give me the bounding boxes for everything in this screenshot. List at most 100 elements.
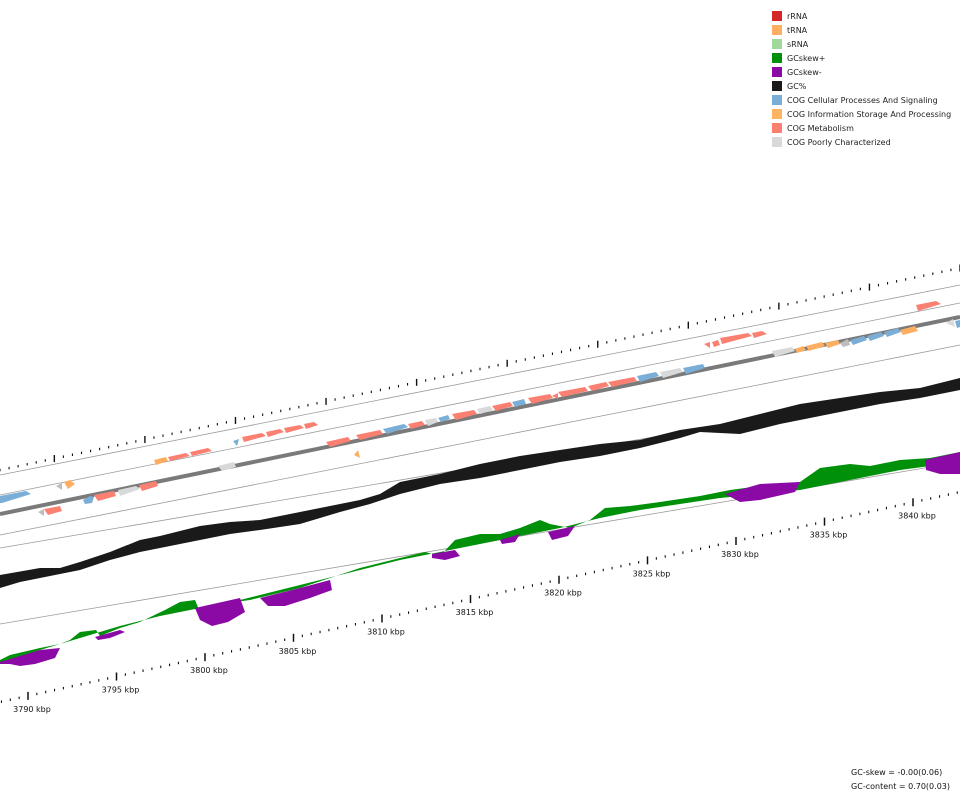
gene-poorly-characterized	[840, 339, 850, 347]
gene-cog-metabolism	[326, 437, 351, 447]
gene-cog-metabolism	[190, 448, 212, 456]
reverse-strand-genes	[0, 319, 960, 516]
gc-skew-positive	[0, 452, 960, 664]
legend-label: GC%	[787, 81, 807, 91]
legend-swatch	[772, 67, 782, 77]
outer-tick-scale	[0, 264, 960, 472]
legend-label: COG Information Storage And Processing	[787, 109, 952, 119]
gene-cog-cellular	[884, 328, 901, 337]
kbp-tick-label: 3820 kbp	[544, 589, 582, 598]
gene-cog-metabolism	[588, 382, 609, 391]
legend-item-gcskew-negative: GCskew-	[772, 65, 951, 79]
gene-cog-metabolism	[558, 387, 588, 397]
gene-trna	[154, 457, 168, 465]
gene-cog-cellular	[850, 336, 867, 345]
legend-swatch	[772, 11, 782, 21]
gene-cog-metabolism	[44, 506, 62, 515]
legend-label: COG Metabolism	[787, 123, 854, 133]
gene-poorly-characterized	[118, 486, 140, 496]
forward-strand-genes	[56, 301, 941, 490]
gene-poorly-characterized	[477, 406, 493, 414]
gene-cog-metabolism	[242, 433, 266, 442]
kbp-tick-label: 3830 kbp	[721, 550, 759, 559]
kbp-tick-label: 3795 kbp	[102, 686, 140, 695]
gene-cog-cellular	[512, 399, 526, 407]
gene-poorly-characterized	[218, 462, 236, 471]
gene-trna	[795, 346, 806, 353]
kbp-tick-labels: 3790 kbp 3795 kbp 3800 kbp 3805 kbp 3810 kbp…	[13, 511, 936, 714]
gene-cog-metabolism	[528, 394, 553, 404]
legend-swatch	[772, 109, 782, 119]
legend-swatch	[772, 25, 782, 35]
gene-cog-metabolism	[492, 402, 513, 411]
legend-label: COG Cellular Processes And Signaling	[787, 95, 938, 105]
gene-cog-metabolism	[916, 301, 941, 311]
legend-swatch	[772, 137, 782, 147]
gene-cog-metabolism	[720, 333, 752, 344]
kbp-tick-scale	[0, 491, 958, 703]
gene-poorly-characterized	[946, 319, 955, 327]
kbp-tick-label: 3810 kbp	[367, 627, 405, 636]
guide-line-feature-bottom	[0, 344, 960, 536]
legend-swatch	[772, 123, 782, 133]
legend-item-srna: sRNA	[772, 37, 951, 51]
gc-skew-stat: GC-skew = -0.00(0.06)	[851, 768, 943, 777]
gene-cog-metabolism	[168, 453, 190, 461]
legend-label: rRNA	[787, 11, 808, 21]
gene-cog-metabolism	[94, 491, 116, 501]
kbp-tick-label: 3815 kbp	[456, 608, 494, 617]
legend-item-rrna: rRNA	[772, 9, 951, 23]
legend-item-gc-percent: GC%	[772, 79, 951, 93]
gene-cog-cellular	[0, 491, 31, 503]
legend-label: tRNA	[787, 25, 808, 35]
legend-label: sRNA	[787, 39, 809, 49]
legend-swatch	[772, 39, 782, 49]
gene-cog-cellular	[438, 415, 450, 422]
legend-item-cog-information: COG Information Storage And Processing	[772, 107, 951, 121]
gene-cog-cellular	[637, 372, 659, 382]
gene-poorly-characterized	[772, 347, 795, 357]
gene-cog-metabolism	[139, 481, 158, 491]
kbp-tick-label: 3800 kbp	[190, 666, 228, 675]
gene-cog-cellular	[83, 496, 94, 504]
kbp-tick-label: 3825 kbp	[633, 569, 671, 578]
kbp-tick-label: 3790 kbp	[13, 705, 51, 714]
legend-swatch	[772, 81, 782, 91]
guide-line-outer	[0, 284, 960, 476]
gene-trna	[64, 480, 75, 489]
gene-trna	[806, 342, 825, 351]
gc-content-stat: GC-content = 0.70(0.03)	[851, 782, 950, 791]
gene-cog-metabolism	[452, 410, 477, 420]
gene-cog-cellular	[955, 320, 960, 328]
gene-cog-cellular	[383, 424, 408, 434]
gene-trna	[900, 326, 918, 335]
gene-poorly-characterized	[660, 368, 683, 378]
legend: rRNA tRNA sRNA GCskew+ GCskew- GC% COG C…	[772, 9, 951, 149]
gene-cog-metabolism	[752, 331, 767, 338]
legend-item-cog-poorly: COG Poorly Characterized	[772, 135, 951, 149]
kbp-tick-label: 3835 kbp	[810, 531, 848, 540]
legend-item-cog-metabolism: COG Metabolism	[772, 121, 951, 135]
legend-label: COG Poorly Characterized	[787, 137, 891, 147]
kbp-tick-label: 3840 kbp	[898, 511, 936, 520]
gene-cog-metabolism	[408, 421, 425, 429]
gene-cog-metabolism	[356, 430, 383, 440]
gene-poorly-characterized	[425, 418, 438, 426]
gene-cog-metabolism	[284, 425, 304, 433]
gene-trna	[354, 450, 360, 458]
gene-cog-cellular	[233, 439, 239, 446]
gene-cog-metabolism	[304, 422, 318, 429]
gene-poorly-characterized	[38, 509, 44, 516]
gene-trna	[825, 340, 840, 348]
gc-skew-negative	[0, 452, 960, 666]
legend-item-cog-cellular: COG Cellular Processes And Signaling	[772, 93, 951, 107]
track-guides	[0, 284, 960, 625]
legend-label: GCskew+	[787, 53, 826, 63]
gene-cog-metabolism	[704, 342, 710, 348]
legend-swatch	[772, 53, 782, 63]
gene-poorly-characterized	[56, 483, 62, 490]
gene-cog-cellular	[867, 332, 884, 341]
stats-box: GC-skew = -0.00(0.06) GC-content = 0.70(…	[851, 766, 950, 794]
gene-cog-cellular	[683, 364, 705, 374]
